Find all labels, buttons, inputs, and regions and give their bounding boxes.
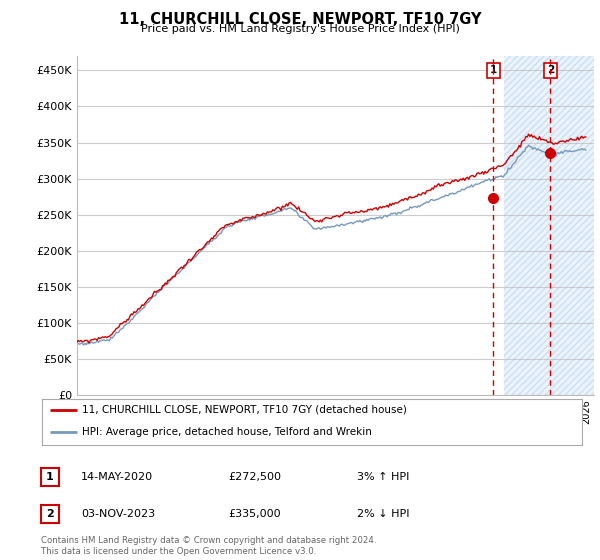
Text: 2: 2 bbox=[547, 66, 554, 76]
Text: 2: 2 bbox=[46, 509, 53, 519]
Bar bbox=[503, 56, 594, 395]
Text: 03-NOV-2023: 03-NOV-2023 bbox=[81, 509, 155, 519]
Text: Price paid vs. HM Land Registry's House Price Index (HPI): Price paid vs. HM Land Registry's House … bbox=[140, 24, 460, 34]
Text: 14-MAY-2020: 14-MAY-2020 bbox=[81, 472, 153, 482]
Text: £335,000: £335,000 bbox=[228, 509, 281, 519]
Text: 2% ↓ HPI: 2% ↓ HPI bbox=[357, 509, 409, 519]
Text: 11, CHURCHILL CLOSE, NEWPORT, TF10 7GY (detached house): 11, CHURCHILL CLOSE, NEWPORT, TF10 7GY (… bbox=[83, 405, 407, 415]
Bar bbox=[503, 56, 594, 395]
Text: 3% ↑ HPI: 3% ↑ HPI bbox=[357, 472, 409, 482]
Text: 11, CHURCHILL CLOSE, NEWPORT, TF10 7GY: 11, CHURCHILL CLOSE, NEWPORT, TF10 7GY bbox=[119, 12, 481, 27]
Text: £272,500: £272,500 bbox=[228, 472, 281, 482]
Text: HPI: Average price, detached house, Telford and Wrekin: HPI: Average price, detached house, Telf… bbox=[83, 427, 373, 437]
Text: 1: 1 bbox=[490, 66, 497, 76]
Text: Contains HM Land Registry data © Crown copyright and database right 2024.
This d: Contains HM Land Registry data © Crown c… bbox=[41, 536, 376, 556]
Text: 1: 1 bbox=[46, 472, 53, 482]
